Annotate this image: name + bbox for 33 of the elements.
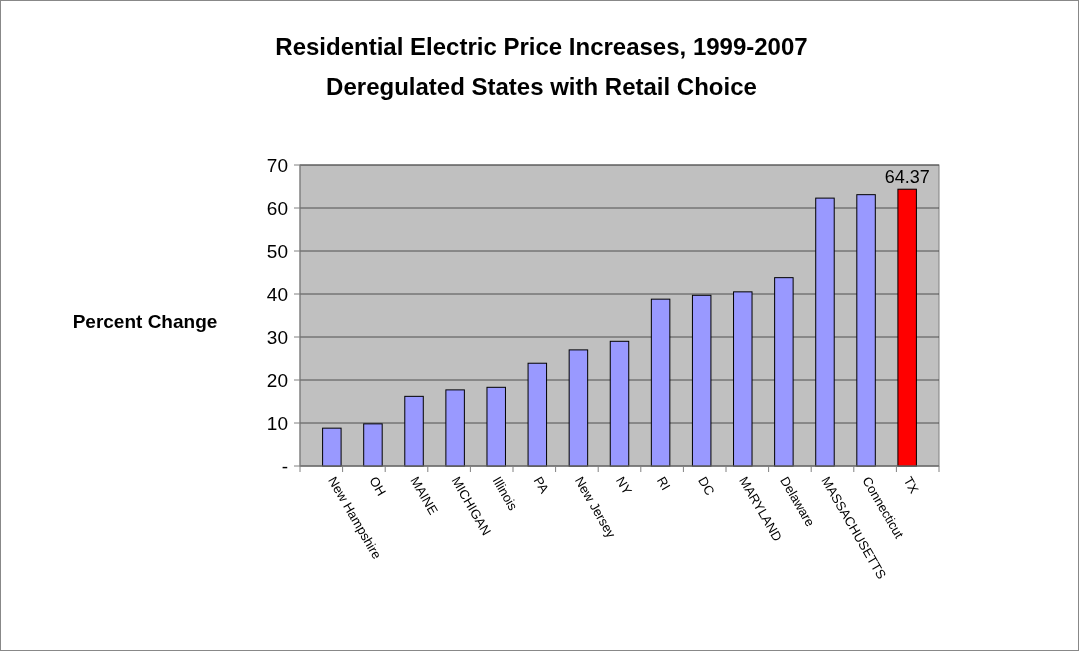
y-tick-label: 10	[266, 412, 288, 434]
bar	[568, 349, 589, 467]
chart-subtitle: Deregulated States with Retail Choice	[326, 73, 757, 100]
bar	[609, 340, 630, 467]
x-tick-label: DC	[695, 474, 718, 498]
data-label: 64.37	[884, 167, 930, 188]
bar	[815, 197, 835, 467]
x-tick-label: NY	[612, 474, 636, 498]
y-tick-label: 70	[266, 154, 288, 176]
bar	[486, 386, 506, 467]
y-tick-label: 30	[266, 326, 288, 348]
y-tick-label: 20	[266, 369, 288, 391]
bar	[774, 277, 794, 467]
y-tick-label: 60	[266, 197, 288, 219]
bar	[445, 389, 465, 467]
bar	[733, 291, 753, 467]
y-tick-label: 40	[266, 283, 288, 305]
bar	[363, 423, 383, 467]
y-tick-label: 50	[266, 240, 288, 262]
x-tick-label: RI	[654, 474, 674, 493]
bar	[322, 427, 342, 467]
bar	[527, 362, 548, 467]
x-tick-label: TX	[900, 474, 923, 497]
y-tick-label: -	[281, 455, 288, 477]
bar	[404, 395, 424, 467]
chart-title: Residential Electric Price Increases, 1999-2007	[275, 33, 808, 60]
bar	[856, 194, 876, 467]
x-tick-label: OH	[366, 474, 390, 499]
y-axis-title: Percent Change	[72, 311, 218, 332]
x-tick-label: PA	[530, 474, 553, 496]
bar	[897, 188, 917, 467]
bar	[650, 298, 671, 467]
bar	[691, 294, 712, 467]
